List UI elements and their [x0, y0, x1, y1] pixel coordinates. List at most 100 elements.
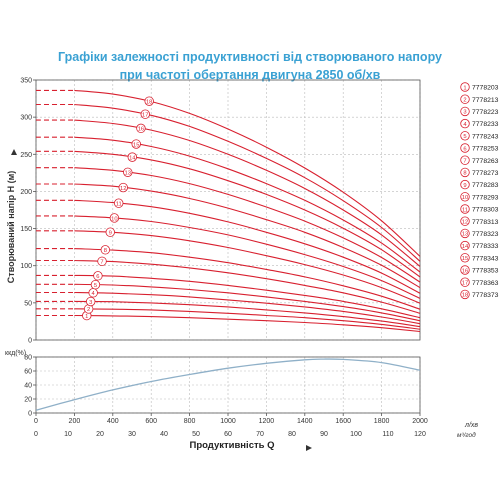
- head-curve-marker-label: 13: [125, 171, 131, 177]
- legend-marker-label: 9: [463, 183, 466, 189]
- head-curve-16: [74, 119, 421, 267]
- head-tick-label: 0: [28, 338, 32, 345]
- flow-m3h-tick-label: 60: [224, 431, 232, 438]
- head-curve-marker-label: 3: [89, 300, 92, 306]
- legend-marker-4: [460, 118, 470, 129]
- head-curve-marker-17: [140, 109, 150, 119]
- head-curve-marker-8: [100, 245, 111, 255]
- legend-marker-3: [460, 106, 470, 117]
- head-axes: 0 50 100 150 200 250 300 350: [11, 78, 421, 345]
- head-curve-marker-3: [86, 296, 96, 307]
- flow-tick-label: 1600: [335, 418, 351, 425]
- head-curve-marker-9: [105, 227, 115, 237]
- flow-tick-label: 800: [184, 418, 196, 425]
- model-legend: 1 7778203 2 7778213 3 7778223 4 7778233 5 7778243…: [460, 82, 499, 300]
- chart-title-line-2: при частоті обертання двигуна 2850 об/хв: [119, 68, 381, 82]
- legend-marker-7: [460, 155, 470, 165]
- flow-m3h-tick-label: 10: [64, 431, 72, 438]
- head-tick-label: 150: [20, 226, 32, 233]
- legend-marker-18: [460, 289, 470, 300]
- legend-marker-11: [460, 204, 470, 214]
- flow-m3h-tick-label: 100: [350, 431, 362, 438]
- legend-model-label: 7778263: [472, 158, 499, 165]
- head-axis-arrow: [11, 149, 17, 155]
- head-curve-17: [74, 103, 421, 262]
- head-curve-marker-6: [93, 271, 103, 281]
- head-curve-marker-label: 1: [85, 314, 88, 320]
- flow-tick-label: 600: [145, 418, 157, 425]
- efficiency-plot-frame: [35, 356, 421, 414]
- head-curve-18: [74, 89, 421, 257]
- head-curve-marker-label: 10: [111, 216, 117, 222]
- head-tick-label: 300: [20, 115, 32, 122]
- head-curve-1: [74, 314, 421, 333]
- legend-marker-label: 13: [462, 232, 468, 238]
- head-curve-12: [74, 183, 421, 289]
- legend-marker-5: [460, 131, 470, 141]
- head-curve-marker-label: 14: [129, 155, 136, 161]
- legend-model-label: 7778223: [472, 109, 499, 116]
- head-curve-marker-label: 9: [109, 230, 112, 236]
- flow-m3h-tick-label: 70: [256, 431, 264, 438]
- legend-marker-13: [460, 228, 470, 239]
- legend-marker-2: [460, 94, 470, 104]
- head-curve-marker-label: 8: [104, 248, 107, 254]
- legend-model-label: 7778293: [472, 194, 499, 201]
- head-tick-label: 350: [20, 78, 32, 85]
- legend-model-label: 7778333: [472, 243, 499, 250]
- legend-marker-label: 16: [462, 268, 468, 274]
- flow-axis-title: Продуктивність Q: [189, 440, 274, 451]
- head-curve-6: [74, 274, 421, 319]
- head-curve-marker-18: [144, 96, 154, 106]
- head-curve-9: [74, 230, 421, 304]
- legend-marker-label: 10: [462, 195, 468, 201]
- legend-model-label: 7778313: [472, 219, 499, 226]
- head-curve-marker-label: 2: [87, 307, 90, 313]
- legend-marker-label: 6: [463, 146, 466, 152]
- head-curve-10: [74, 215, 421, 299]
- legend-model-label: 7778363: [472, 280, 499, 287]
- head-curve-marker-5: [90, 279, 101, 290]
- head-curve-marker-15: [131, 139, 141, 149]
- efficiency-tick-label: 60: [24, 369, 32, 376]
- efficiency-grid: [35, 356, 421, 414]
- head-tick-label: 200: [20, 189, 32, 196]
- legend-marker-label: 18: [462, 293, 468, 299]
- legend-marker-1: [460, 82, 470, 92]
- head-curve-marker-13: [123, 167, 133, 177]
- legend-marker-8: [460, 167, 470, 178]
- head-curve-marker-label: 4: [92, 291, 96, 297]
- legend-marker-17: [460, 277, 470, 287]
- legend-model-label: 7778243: [472, 133, 499, 140]
- legend-marker-label: 2: [463, 98, 466, 104]
- head-curve-5: [74, 283, 421, 322]
- flow-m3h-tick-label: 30: [128, 431, 136, 438]
- head-curve-marker-label: 11: [116, 201, 122, 207]
- flow-m3h-tick-label: 90: [320, 431, 328, 438]
- legend-marker-label: 15: [462, 256, 468, 262]
- efficiency-tick-label: 0: [28, 411, 32, 418]
- flow-tick-label: 1800: [374, 418, 390, 425]
- legend-marker-12: [460, 216, 470, 226]
- head-axis-title: Створюваний напір H (м): [6, 171, 16, 283]
- head-curve-marker-11: [114, 198, 124, 208]
- head-curve-marker-label: 16: [138, 127, 144, 133]
- chart-title-line-1: Графіки залежності продуктивності від ст…: [58, 50, 442, 64]
- legend-model-label: 7778253: [472, 146, 499, 153]
- flow-tick-label: 1400: [297, 418, 313, 425]
- legend-model-label: 7778343: [472, 255, 499, 262]
- head-curve-marker-12: [118, 182, 128, 193]
- head-curve-marker-label: 17: [142, 112, 148, 118]
- head-tick-label: 50: [24, 300, 32, 307]
- legend-model-label: 7778283: [472, 182, 499, 189]
- legend-marker-label: 12: [462, 220, 468, 226]
- legend-marker-label: 5: [463, 134, 466, 140]
- legend-marker-label: 7: [463, 159, 466, 165]
- head-tick-label: 250: [20, 152, 32, 159]
- efficiency-tick-label: 80: [24, 355, 32, 362]
- efficiency-curve-group: [35, 358, 421, 411]
- head-curve-marker-10: [109, 213, 120, 223]
- efficiency-curve: [35, 358, 421, 411]
- flow-tick-label: 400: [107, 418, 119, 425]
